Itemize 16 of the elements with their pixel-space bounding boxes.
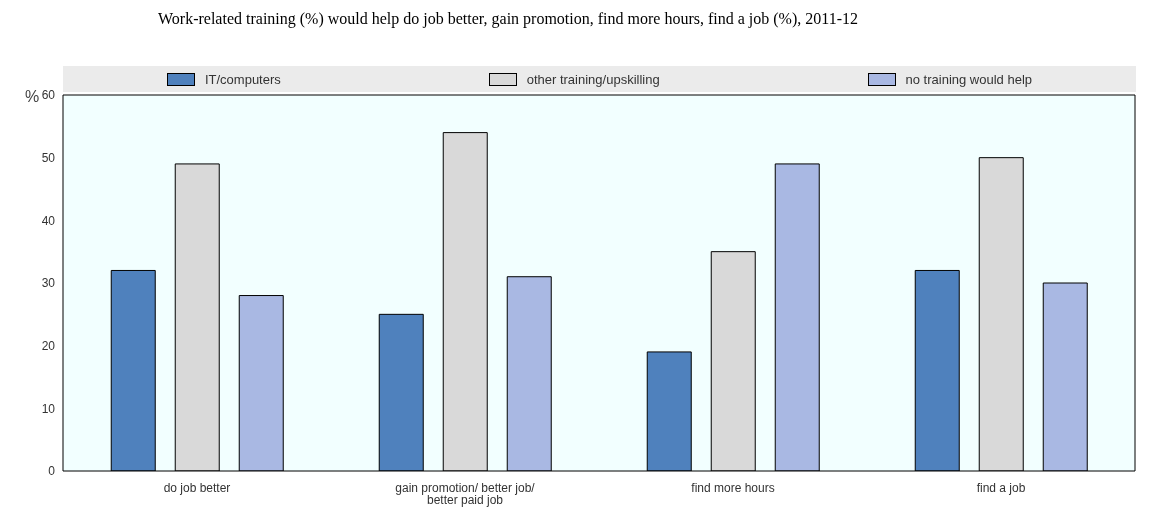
- x-tick-label: find a job: [976, 480, 1026, 495]
- y-tick-label: 40: [41, 213, 56, 228]
- x-tick-label: find more hours: [691, 480, 775, 495]
- y-axis-title: %: [25, 88, 40, 106]
- y-tick-label: 10: [41, 401, 56, 416]
- y-tick-label: 50: [41, 150, 56, 165]
- y-tick-label: 20: [41, 338, 56, 353]
- legend-label: no training would help: [905, 71, 1033, 87]
- legend-label: other training/upskilling: [526, 71, 660, 87]
- y-tick-label: 60: [41, 88, 56, 103]
- legend-label: IT/computers: [204, 71, 281, 87]
- x-tick-label: gain promotion/ better job/ better paid job: [395, 480, 536, 507]
- y-tick-label: 0: [48, 464, 56, 479]
- x-tick-label: do job better: [163, 480, 231, 495]
- y-tick-label: 30: [41, 276, 56, 291]
- chart-title: Work-related training (%) would help do job better, gain promotion, find more hours, find a job (%), 2011-12: [158, 10, 858, 28]
